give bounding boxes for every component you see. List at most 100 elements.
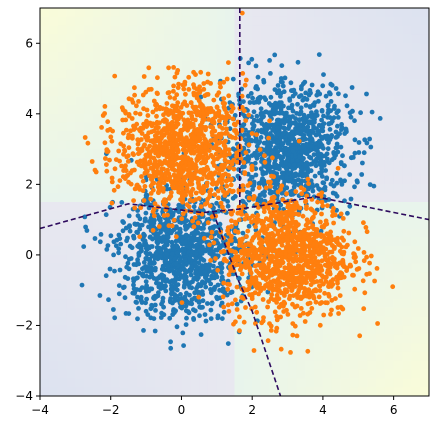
- scatter-point: [140, 178, 146, 184]
- scatter-point: [188, 100, 194, 106]
- scatter-point: [305, 186, 311, 192]
- scatter-point: [281, 130, 287, 136]
- scatter-point: [127, 228, 133, 234]
- scatter-point: [343, 244, 349, 250]
- scatter-point: [318, 128, 324, 133]
- scatter-point: [315, 199, 320, 205]
- scatter-point: [192, 290, 198, 295]
- scatter-point: [257, 147, 263, 153]
- scatter-point: [293, 189, 299, 195]
- scatter-point: [167, 95, 173, 100]
- scatter-point: [134, 103, 139, 109]
- scatter-point: [153, 308, 158, 313]
- scatter-point: [299, 269, 305, 275]
- scatter-point: [201, 86, 207, 92]
- scatter-point: [137, 111, 143, 117]
- scatter-point: [194, 86, 200, 92]
- scatter-point: [166, 112, 171, 117]
- scatter-point: [312, 119, 317, 125]
- scatter-point: [140, 188, 146, 194]
- scatter-point: [327, 91, 333, 97]
- scatter-point: [248, 270, 254, 276]
- scatter-point: [312, 210, 318, 216]
- scatter-point: [108, 134, 114, 140]
- scatter-point: [116, 246, 122, 252]
- scatter-point: [286, 152, 291, 158]
- scatter-point: [225, 177, 231, 183]
- scatter-point: [298, 306, 304, 311]
- scatter-point: [313, 146, 319, 152]
- scatter-point: [208, 307, 214, 313]
- scatter-point: [261, 315, 266, 320]
- scatter-point: [268, 254, 274, 260]
- scatter-point: [263, 185, 269, 191]
- scatter-point: [169, 179, 174, 185]
- scatter-point: [166, 135, 172, 140]
- scatter-point: [263, 277, 269, 282]
- scatter-point: [233, 254, 238, 260]
- scatter-point: [326, 160, 332, 166]
- scatter-point: [319, 199, 325, 205]
- scatter-point: [293, 206, 298, 211]
- scatter-point: [82, 135, 88, 140]
- scatter-point: [178, 255, 184, 260]
- scatter-point: [154, 90, 160, 96]
- scatter-point: [228, 268, 234, 274]
- scatter-point: [150, 173, 156, 178]
- scatter-point: [128, 170, 133, 176]
- scatter-point: [126, 213, 132, 219]
- scatter-point: [208, 138, 214, 144]
- scatter-point: [275, 149, 281, 155]
- scatter-point: [181, 164, 187, 170]
- scatter-point: [197, 151, 203, 157]
- scatter-point: [201, 172, 207, 177]
- scatter-point: [273, 182, 279, 188]
- scatter-point: [188, 268, 194, 274]
- scatter-point: [174, 137, 179, 143]
- scatter-point: [337, 293, 343, 298]
- scatter-point: [208, 170, 214, 176]
- scatter-point: [245, 262, 251, 268]
- scatter-point: [169, 223, 175, 229]
- scatter-point: [237, 314, 242, 320]
- scatter-point: [214, 105, 220, 110]
- scatter-point: [205, 71, 211, 77]
- scatter-point: [129, 245, 135, 251]
- scatter-point: [156, 224, 162, 229]
- scatter-point: [287, 178, 293, 184]
- scatter-point: [258, 240, 264, 246]
- scatter-point: [246, 223, 252, 229]
- scatter-point: [353, 259, 359, 265]
- scatter-point: [323, 300, 328, 306]
- scatter-point: [318, 194, 324, 199]
- scatter-point: [207, 143, 213, 149]
- scatter-point: [164, 130, 170, 136]
- scatter-point: [262, 189, 267, 194]
- scatter-point: [114, 237, 120, 243]
- scatter-point: [124, 127, 129, 133]
- scatter-point: [216, 90, 222, 96]
- scatter-point: [334, 239, 340, 245]
- scatter-point: [187, 182, 193, 187]
- scatter-point: [280, 110, 286, 116]
- scatter-point: [119, 163, 124, 169]
- scatter-point: [203, 275, 208, 280]
- scatter-point: [333, 129, 339, 135]
- scatter-point: [221, 304, 227, 310]
- scatter-point: [253, 63, 259, 69]
- scatter-point: [167, 315, 173, 321]
- scatter-point: [242, 82, 248, 88]
- scatter-point: [245, 154, 251, 159]
- scatter-point: [307, 154, 312, 160]
- scatter-point: [258, 106, 264, 112]
- scatter-point: [116, 291, 122, 297]
- scatter-point: [163, 171, 169, 177]
- scatter-point: [317, 91, 323, 97]
- scatter-point: [212, 170, 218, 176]
- scatter-point: [239, 271, 245, 277]
- scatter-point: [262, 159, 268, 165]
- scatter-point: [250, 95, 256, 101]
- scatter-point: [164, 154, 170, 159]
- scatter-point: [294, 242, 300, 248]
- scatter-point: [116, 232, 122, 238]
